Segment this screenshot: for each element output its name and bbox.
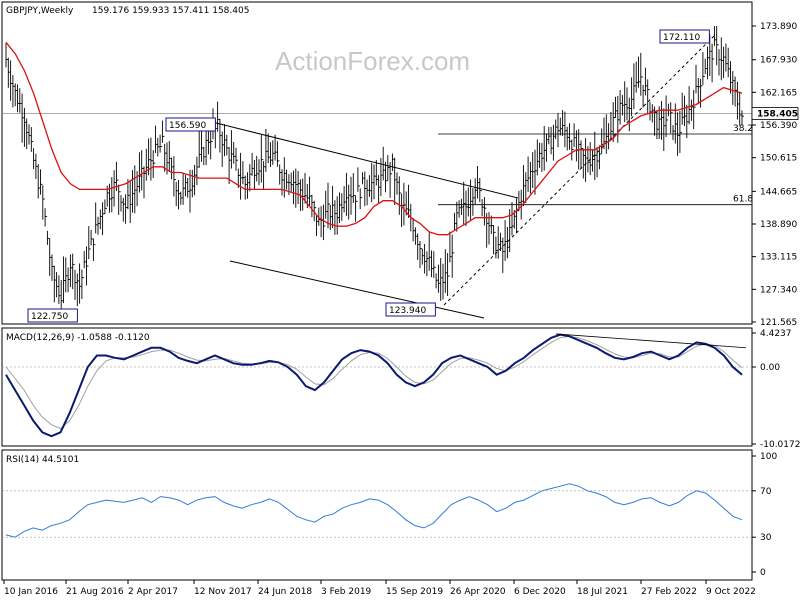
macd-y-tick-label: 0.00 (760, 363, 780, 373)
x-tick-label: 18 Jul 2021 (577, 587, 628, 597)
macd-title: MACD(12,26,9) -1.0588 -0.1120 (6, 333, 150, 343)
price-y-tick-label: 173.890 (760, 22, 797, 32)
last-price-tag (751, 107, 799, 120)
rsi-title: RSI(14) 44.5101 (6, 455, 79, 465)
macd-line (5, 333, 743, 438)
x-tick-label: 24 Jun 2018 (258, 587, 312, 597)
watermark: ActionForex.com (275, 46, 470, 76)
price-y-tick-label: 150.615 (760, 154, 797, 164)
price-y-tick-label: 121.565 (760, 318, 797, 328)
x-tick-label: 6 Dec 2020 (514, 587, 566, 597)
price-annotation-box (385, 302, 436, 317)
x-tick-label: 2 Apr 2017 (128, 587, 178, 597)
price-y-tick-label: 167.930 (760, 56, 797, 66)
price-annotation-box (659, 29, 710, 44)
plot-layer: 173.890 167.930 162.165 156.390 150.615 144.6… (2, 22, 800, 597)
rsi-y-tick-label: 30 (760, 533, 772, 543)
price-y-tick-label: 133.115 (760, 253, 797, 263)
x-tick-label: 3 Feb 2019 (321, 587, 372, 597)
price-annotation-label: 122.750 (31, 312, 68, 322)
rsi-panel-frame (1, 449, 753, 581)
x-tick-label: 27 Feb 2022 (641, 587, 697, 597)
macd-y-tick-label: 4.4237 (760, 329, 792, 339)
macd-signal-line (5, 335, 743, 430)
last-price-label: 158.405 (757, 110, 798, 120)
x-tick-label: 9 Oct 2022 (706, 587, 756, 597)
x-tick-label: 12 Nov 2017 (194, 587, 252, 597)
fib-label: 38.2 (733, 124, 753, 134)
price-y-tick-label: 156.390 (760, 121, 797, 131)
fib-label: 61.8 (733, 195, 753, 205)
price-y-tick-label: 127.340 (760, 285, 797, 295)
price-y-tick-label: 138.890 (760, 220, 797, 230)
trend-line (443, 35, 715, 306)
rsi-y-tick-label: 0 (760, 568, 766, 578)
rsi-y-tick-label: 70 (760, 487, 772, 497)
x-tick-label: 10 Jan 2016 (4, 587, 58, 597)
ohlc-header: 159.176 159.933 157.411 158.405 (92, 6, 249, 16)
trend-line (211, 121, 519, 199)
macd-divergence-line (555, 333, 747, 349)
macd-panel-frame (1, 327, 753, 447)
trend-line (229, 260, 485, 319)
price-annotation-label: 156.590 (169, 121, 206, 131)
rsi-line (5, 483, 743, 538)
price-annotation-label: 123.940 (389, 306, 426, 316)
macd-y-tick-label: -10.0172 (760, 440, 800, 450)
moving-average-line (5, 41, 743, 236)
price-annotation-label: 172.110 (663, 33, 700, 43)
x-tick-label: 26 Apr 2020 (450, 587, 506, 597)
price-title: GBPJPY,Weekly (6, 6, 74, 16)
price-panel-frame (1, 1, 753, 325)
rsi-y-tick-label: 100 (760, 452, 777, 462)
x-tick-label: 15 Sep 2019 (386, 587, 443, 597)
price-y-tick-label: 144.665 (760, 187, 797, 197)
price-annotation-box (27, 308, 78, 323)
price-y-tick-label: 162.165 (760, 88, 797, 98)
price-annotation-box (165, 117, 216, 132)
x-tick-label: 21 Aug 2016 (66, 587, 124, 597)
